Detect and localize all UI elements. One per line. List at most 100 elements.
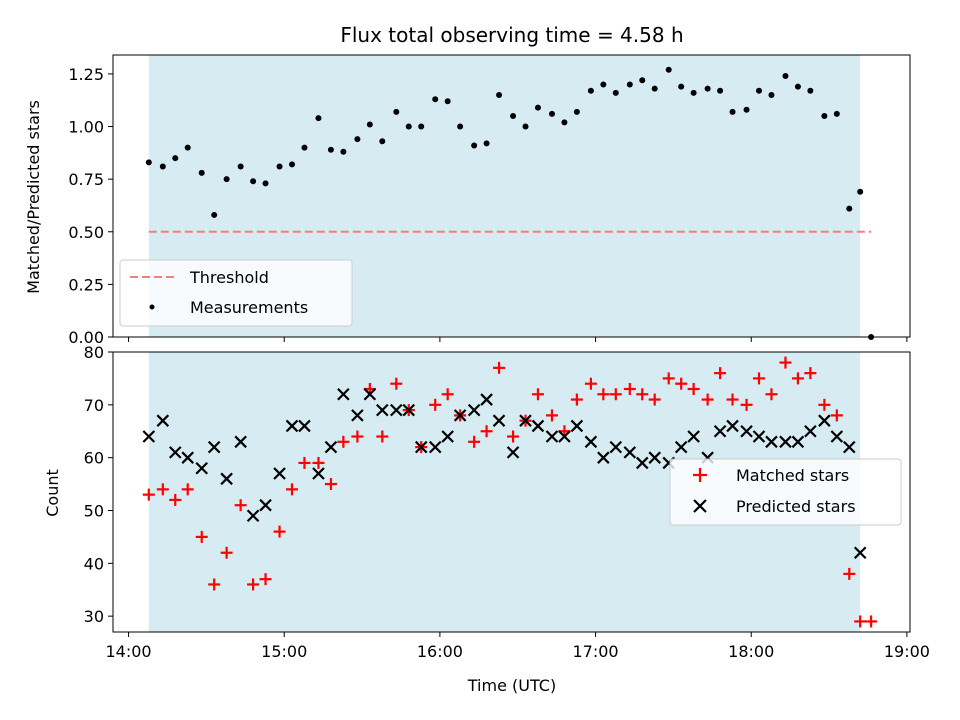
predicted-star-point-b: [687, 430, 700, 443]
matched-star-point: [662, 372, 675, 385]
predicted-star-point-b: [414, 440, 428, 454]
predicted-star-point-b: [246, 509, 260, 523]
count-legend-box: [669, 458, 902, 526]
count-y-tick-label: 50: [84, 501, 104, 520]
predicted-legend-swatch: [693, 499, 707, 513]
matched-star-point: [468, 435, 481, 448]
matched-star-point: [636, 388, 649, 401]
ratio-y-tick-label: 0.50: [68, 223, 104, 242]
matched-star-point: [273, 525, 286, 538]
predicted-star-point-b: [363, 387, 377, 401]
predicted-star-point-b: [156, 414, 170, 427]
measurement-point: [510, 113, 517, 120]
ratio-legend: Threshold Measurements: [119, 259, 353, 327]
predicted-star-point: [843, 440, 856, 454]
count-panel-frame: [112, 351, 911, 633]
count-x-tick-label: 18:00: [728, 642, 774, 661]
predicted-star-point: [531, 419, 545, 433]
predicted-star-point-b: [402, 403, 416, 417]
predicted-star-point-b: [337, 387, 350, 401]
measurement-point: [276, 163, 283, 170]
matched-star-point: [843, 567, 856, 580]
count-y-tick-label: 30: [84, 607, 104, 626]
measurement-point: [211, 211, 218, 218]
measurement-point: [612, 89, 619, 96]
count-y-axis-label: Count: [43, 469, 62, 517]
predicted-star-point: [337, 387, 350, 401]
predicted-star-point-b: [853, 546, 867, 560]
matched-star-point: [779, 356, 792, 369]
measurement-point: [768, 91, 775, 98]
predicted-star-point: [779, 435, 792, 449]
count-y-tick-label: 60: [84, 449, 104, 468]
predicted-star-point: [220, 472, 233, 486]
count-panel: 30 40 50 60 70 80 14:00 15:00 16:00 17:00 18:00 19…: [43, 343, 930, 695]
measurement-point: [237, 163, 244, 170]
measurement-point: [198, 169, 205, 176]
predicted-star-point: [402, 403, 416, 417]
measurement-point: [639, 77, 646, 84]
matched-star-point: [169, 493, 182, 506]
predicted-star-point: [506, 446, 520, 459]
matched-star-point: [156, 483, 169, 496]
count-x-tick-label: 19:00: [884, 642, 930, 661]
measurement-point: [573, 108, 580, 115]
measurement-point: [833, 110, 840, 117]
matched-star-point: [687, 382, 700, 395]
measurement-point: [327, 146, 334, 153]
threshold-legend-label: Threshold: [189, 268, 269, 287]
matched-star-point: [493, 361, 506, 374]
predicted-star-point-b: [740, 424, 753, 438]
predicted-star-point: [234, 435, 247, 449]
measurement-point: [405, 123, 412, 130]
measurement-point: [534, 104, 541, 111]
measurement-point: [846, 205, 853, 212]
predicted-star-point: [324, 440, 338, 454]
predicted-star-point-b: [376, 403, 389, 417]
predicted-star-point-b: [324, 440, 338, 454]
measurement-point: [379, 138, 386, 145]
measurement-point: [496, 91, 503, 98]
ratio-y-tick-label: 0.25: [68, 275, 104, 294]
measurement-point: [393, 108, 400, 115]
count-x-tick-label: 14:00: [106, 642, 152, 661]
predicted-star-point: [480, 393, 493, 406]
predicted-star-point-b: [298, 419, 311, 433]
matched-star-point: [480, 425, 493, 438]
predicted-star-point-b: [791, 435, 805, 449]
predicted-star-point-b: [830, 430, 844, 443]
predicted-star-point: [376, 403, 389, 417]
measurement-point: [301, 144, 308, 151]
measurement-point: [717, 87, 724, 94]
predicted-star-point-b: [843, 440, 856, 454]
ratio-y-tick-label: 0.75: [68, 170, 104, 189]
matched-star-point: [726, 393, 739, 406]
measurement-point: [250, 178, 257, 185]
matched-star-point: [220, 546, 233, 559]
measurement-point: [172, 155, 179, 162]
matched-star-point: [753, 372, 766, 385]
matched-star-point: [597, 388, 610, 401]
chart-title: Flux total observing time = 4.58 h: [340, 23, 683, 47]
matched-star-point: [208, 578, 221, 591]
ratio-y-tick-label: 1.25: [68, 65, 104, 84]
predicted-star-point-b: [531, 419, 545, 433]
measurement-point: [444, 98, 451, 105]
predicted-star-point-b: [765, 435, 778, 449]
measurement-point: [145, 159, 152, 166]
predicted-star-point-b: [584, 435, 598, 449]
measurement-point: [678, 83, 685, 90]
count-x-tick-label: 15:00: [261, 642, 307, 661]
predicted-star-point-b: [480, 393, 493, 406]
ratio-y-tick-label: 1.00: [68, 118, 104, 137]
predicted-star-point: [298, 419, 311, 433]
matched-star-point: [441, 388, 454, 401]
count-y-ticks: 30 40 50 60 70 80: [84, 343, 113, 626]
matched-legend-label: Matched stars: [736, 466, 849, 485]
matched-legend-swatch: [693, 468, 707, 482]
matched-star-point: [259, 573, 272, 586]
predicted-star-point-b: [428, 440, 442, 454]
ratio-panel-frame: [112, 54, 911, 338]
predicted-star-point: [558, 430, 571, 443]
predicted-star-point-b: [674, 440, 688, 454]
